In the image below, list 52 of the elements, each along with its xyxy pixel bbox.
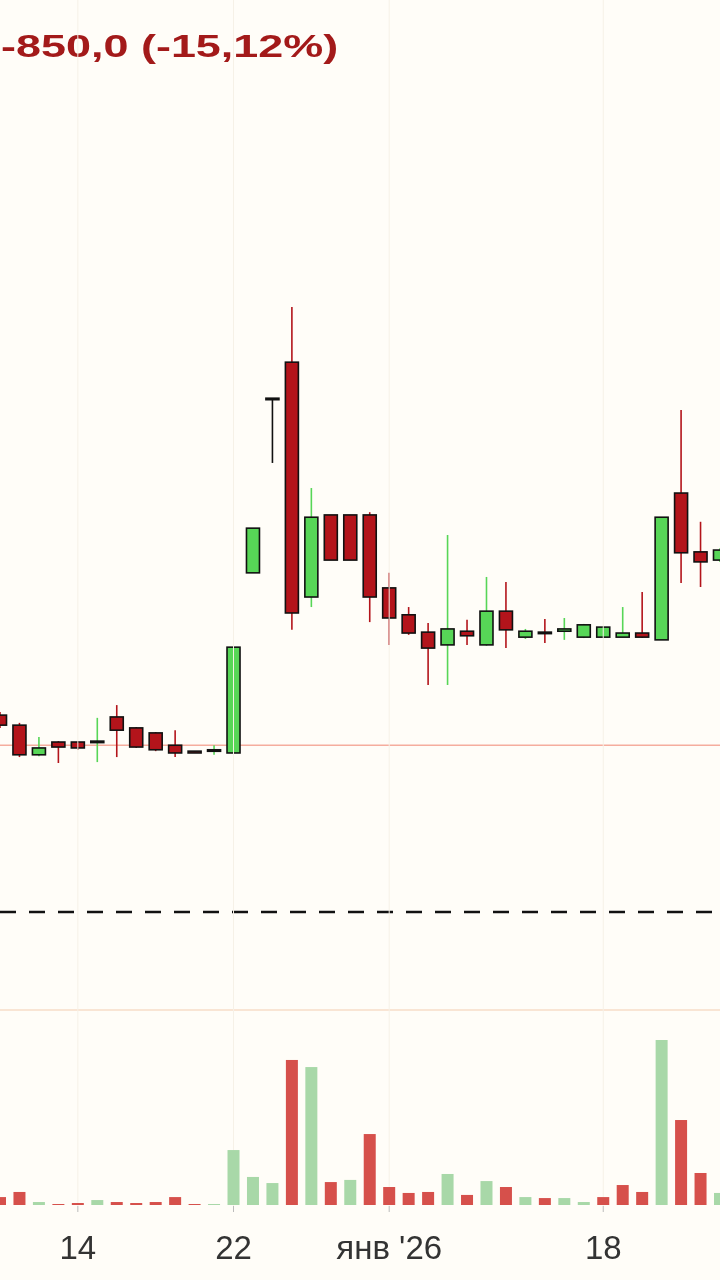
bar <box>636 1191 649 1205</box>
candlestick <box>693 520 708 588</box>
bar <box>655 1040 668 1205</box>
bar <box>616 1185 629 1205</box>
candlestick <box>167 729 183 758</box>
candlestick <box>265 397 280 464</box>
bar <box>227 1150 240 1205</box>
x-tick-label: 14 <box>59 1229 97 1266</box>
candlestick <box>90 717 105 763</box>
bar <box>538 1198 551 1205</box>
bar <box>32 1202 45 1205</box>
x-tick-label: 18 <box>584 1229 622 1266</box>
bar <box>169 1197 182 1205</box>
x-tick-label: янв '26 <box>336 1229 443 1266</box>
bar <box>13 1191 26 1205</box>
candlestick <box>206 744 222 756</box>
bar <box>324 1182 337 1205</box>
candlestick <box>459 619 475 646</box>
x-tick-label: 22 <box>215 1229 252 1266</box>
candlestick <box>634 591 650 639</box>
candlestick <box>615 606 630 638</box>
candlestick <box>440 534 455 686</box>
candlestick <box>420 622 436 686</box>
bar <box>480 1181 493 1205</box>
bar <box>499 1187 512 1205</box>
bar <box>363 1134 376 1205</box>
bar <box>344 1179 357 1205</box>
bar <box>383 1187 396 1205</box>
bar <box>519 1197 532 1205</box>
candlestick <box>51 740 66 764</box>
chart-title: -850,0 (-15,12%) <box>1 28 339 64</box>
bar <box>422 1191 435 1205</box>
bar <box>91 1200 104 1205</box>
bar <box>110 1202 123 1205</box>
bar <box>461 1194 474 1206</box>
candlestick <box>537 618 553 644</box>
bar <box>285 1059 298 1205</box>
bar <box>246 1176 259 1205</box>
bar <box>577 1202 590 1205</box>
bar <box>266 1183 279 1205</box>
bar <box>149 1202 162 1205</box>
candlestick <box>109 704 125 758</box>
bar <box>441 1173 454 1205</box>
bar <box>597 1197 610 1205</box>
candlestick <box>498 581 514 649</box>
bar <box>558 1198 571 1205</box>
bar <box>694 1172 707 1205</box>
bar <box>305 1067 318 1205</box>
bar <box>675 1120 688 1205</box>
bar <box>402 1192 415 1205</box>
candlestick <box>557 617 572 641</box>
candlestick <box>401 606 416 636</box>
